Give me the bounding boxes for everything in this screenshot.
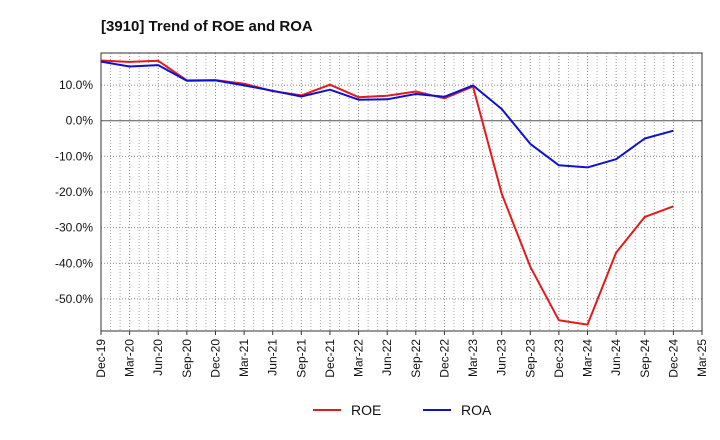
x-tick-label: Dec-19 [94,339,108,378]
x-tick-label: Mar-23 [466,339,480,377]
x-tick-label: Jun-20 [151,339,165,376]
x-tick-label: Jun-24 [609,339,623,376]
y-tick-label: -20.0% [55,185,93,199]
y-tick-label: -10.0% [55,149,93,163]
chart-title: [3910] Trend of ROE and ROA [101,18,313,35]
x-tick-label: Dec-24 [666,339,680,378]
x-tick-label: Mar-20 [123,339,137,377]
x-tick-label: Mar-22 [352,339,366,377]
x-tick-label: Mar-21 [237,339,251,377]
x-tick-label: Dec-22 [437,339,451,378]
x-tick-label: Jun-22 [380,339,394,376]
y-tick-label: -30.0% [55,221,93,235]
x-tick-label: Jun-21 [266,339,280,376]
y-tick-label: 0.0% [66,114,94,128]
x-tick-label: Dec-21 [323,339,337,378]
x-tick-label: Dec-23 [552,339,566,378]
grid-lines [101,53,702,331]
x-tick-label: Sep-24 [638,339,652,378]
axes: 10.0% 0.0% -10.0% -20.0% -30.0% -40.0% -50.0% D… [55,52,709,378]
x-tick-label: Sep-22 [409,339,423,378]
plot-frame [100,52,703,332]
y-tick-label: -50.0% [55,292,93,306]
series-line-roa [100,60,674,169]
x-tick-label: Sep-23 [523,339,537,378]
x-tick-label: Sep-20 [180,339,194,378]
series-lines [100,59,674,326]
y-tick-label: 10.0% [59,78,93,92]
legend-label-roa: ROA [461,402,492,418]
legend-label-roe: ROE [351,402,381,418]
x-tick-label: Sep-21 [294,339,308,378]
x-tick-label: Mar-25 [695,339,709,377]
x-tick-label: Mar-24 [581,339,595,377]
x-tick-label: Jun-23 [495,339,509,376]
legend: ROE ROA [313,402,492,418]
x-tick-label: Dec-20 [208,339,222,378]
y-tick-label: -40.0% [55,256,93,270]
